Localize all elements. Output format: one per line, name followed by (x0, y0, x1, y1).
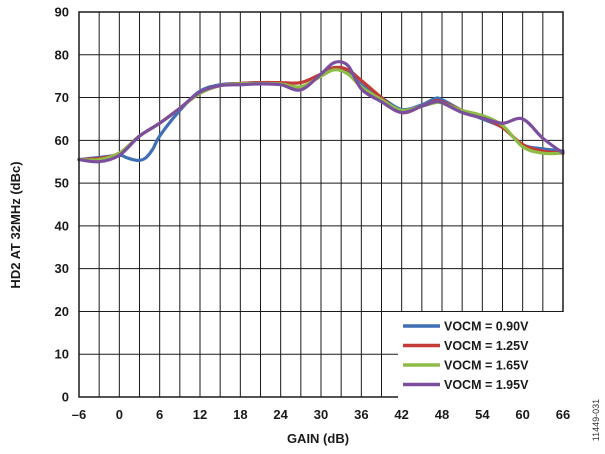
x-tick-label: 18 (233, 407, 247, 422)
legend-items: VOCM = 0.90V VOCM = 1.25V VOCM = 1.65V VOCM… (403, 320, 529, 392)
y-tick-label: 0 (62, 390, 69, 405)
x-tick-label: 42 (394, 407, 408, 422)
y-tick-label: 40 (55, 218, 69, 233)
legend-label-vocm-1-25v: VOCM = 1.25V (444, 339, 529, 353)
x-tick-label: 36 (354, 407, 368, 422)
x-tick-label: –6 (72, 407, 86, 422)
x-axis-ticks: –6 0 6 12 18 24 30 36 42 48 54 60 66 (72, 407, 570, 422)
legend: VOCM = 0.90V VOCM = 1.25V VOCM = 1.65V VOCM… (398, 312, 565, 398)
x-tick-label: 66 (556, 407, 570, 422)
legend-label-vocm-0-90v: VOCM = 0.90V (444, 320, 529, 334)
x-tick-label: 0 (116, 407, 123, 422)
y-tick-label: 80 (55, 47, 69, 62)
x-tick-label: 24 (273, 407, 288, 422)
y-tick-label: 70 (55, 90, 69, 105)
x-tick-label: 6 (156, 407, 163, 422)
y-tick-label: 20 (55, 304, 69, 319)
series-line-vocm-1-95v (77, 60, 565, 164)
legend-label-vocm-1-95v: VOCM = 1.95V (444, 378, 529, 392)
x-axis-title: GAIN (dB) (287, 431, 349, 446)
x-tick-label: 48 (435, 407, 449, 422)
y-axis-ticks: 0 10 20 30 40 50 60 70 80 90 (55, 5, 69, 405)
x-tick-label: 60 (515, 407, 529, 422)
x-tick-label: 54 (475, 407, 490, 422)
series-lines (77, 60, 565, 164)
y-tick-label: 10 (55, 347, 69, 362)
y-tick-label: 50 (55, 176, 69, 191)
figure-id: 11449-031 (591, 399, 601, 441)
legend-label-vocm-1-65v: VOCM = 1.65V (444, 359, 529, 373)
x-tick-label: 30 (314, 407, 328, 422)
y-tick-label: 60 (55, 133, 69, 148)
plot-frame (78, 11, 564, 398)
y-axis-title: HD2 AT 32MHz (dBc) (8, 161, 23, 288)
x-tick-label: 12 (193, 407, 207, 422)
y-tick-label: 30 (55, 261, 69, 276)
y-tick-label: 90 (55, 5, 69, 20)
